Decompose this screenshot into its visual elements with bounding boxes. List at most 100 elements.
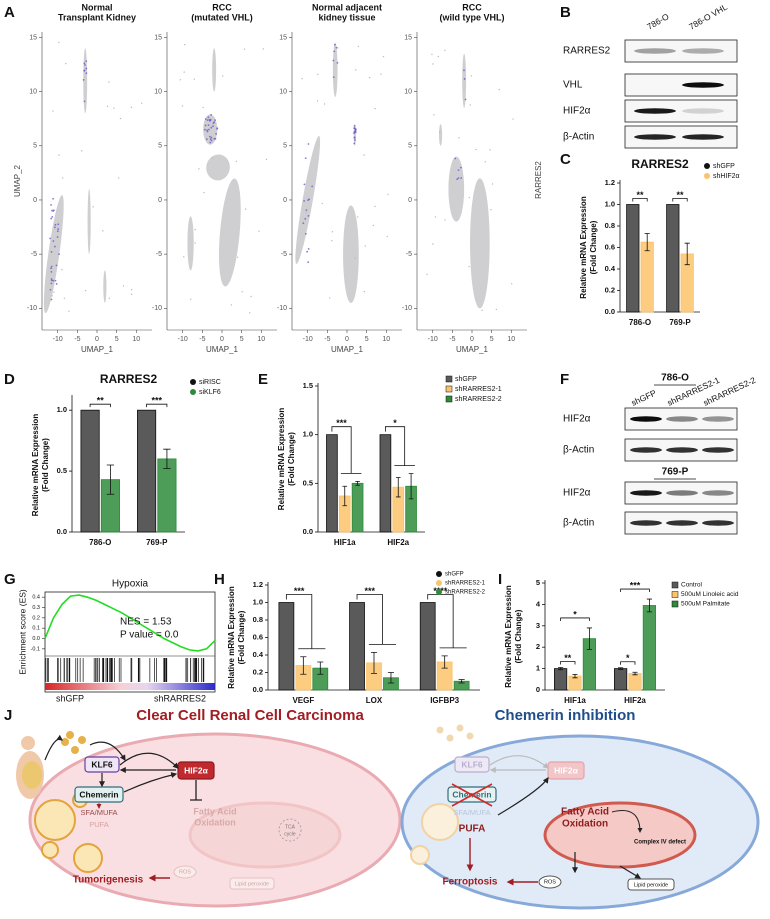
- plot-title: Transplant Kidney: [58, 12, 136, 22]
- ros-bubble: [538, 875, 562, 889]
- node-label: PUFA: [459, 824, 486, 835]
- expressing-cell: [353, 131, 356, 134]
- cell-cluster: [187, 216, 194, 271]
- node-label: Fatty Acid: [561, 807, 609, 818]
- expressing-cell: [50, 298, 53, 301]
- panel-letter: A: [4, 4, 15, 21]
- y-tick-label: -10: [27, 305, 37, 312]
- y-tick-label: 1.5: [303, 381, 313, 390]
- legend-swatch: [190, 379, 196, 385]
- cell: [498, 88, 500, 91]
- legend-swatch: [704, 163, 710, 169]
- arrow: [119, 752, 179, 769]
- x-tick-label: -5: [199, 336, 205, 343]
- expressing-cell: [84, 64, 86, 66]
- arrow: [497, 777, 549, 816]
- expressing-cell: [83, 62, 86, 65]
- significance-bracket: [672, 198, 688, 202]
- cell: [489, 149, 491, 151]
- y-tick-label: 0.2: [32, 615, 40, 621]
- node-label: TCA: [285, 824, 296, 830]
- cell: [193, 78, 195, 80]
- blot-band: [634, 134, 676, 140]
- cell: [183, 71, 185, 73]
- error-bar: [618, 667, 624, 670]
- expressing-cell: [82, 79, 85, 81]
- expressing-cell: [204, 118, 207, 120]
- bar: [278, 602, 295, 691]
- phenotype-label: shRARRES2: [154, 693, 206, 703]
- cell: [468, 196, 470, 199]
- cell: [236, 256, 239, 258]
- expressing-cell: [54, 223, 57, 226]
- x-tick-label: -10: [53, 336, 63, 343]
- lipid-box: [229, 877, 275, 890]
- blot-band: [682, 108, 724, 114]
- tca-cycle: [278, 818, 302, 842]
- cell-cluster: [332, 42, 338, 98]
- legend-swatch: [671, 600, 679, 608]
- y-tick-label: 0.1: [32, 626, 40, 632]
- expressing-cell: [332, 76, 335, 79]
- cell: [469, 104, 471, 106]
- expressing-cell: [56, 236, 59, 238]
- cell: [244, 208, 247, 210]
- lipid-droplet: [73, 843, 103, 873]
- panel-letter: C: [560, 151, 571, 168]
- cell: [431, 53, 433, 56]
- significance-bracket: [385, 426, 415, 466]
- node-label: KLF6: [461, 759, 483, 769]
- node-label: Lipid peroxide: [235, 881, 269, 887]
- error-bar: [387, 672, 395, 684]
- y-tick-label: 1.2: [605, 178, 615, 187]
- y-tick-label: 0.0: [32, 636, 40, 642]
- rank-gradient: [45, 683, 215, 690]
- node-box: [547, 761, 585, 780]
- cell: [102, 230, 104, 232]
- y-tick-label: 10: [279, 88, 287, 95]
- expressing-cell: [307, 215, 310, 217]
- fat-droplet: [446, 734, 454, 742]
- blot-band: [630, 490, 662, 496]
- fat-droplet: [466, 732, 474, 740]
- significance-bracket: [331, 426, 362, 474]
- cell: [250, 295, 252, 298]
- y-tick-label: 15: [154, 34, 162, 41]
- error-bar: [317, 661, 324, 675]
- cell: [258, 230, 260, 232]
- expressing-cell: [205, 138, 208, 141]
- legend-swatch: [436, 580, 442, 586]
- y-tick-label: 0: [408, 197, 412, 204]
- node-label: Oxidation: [562, 819, 608, 830]
- lipid-droplet: [421, 803, 459, 841]
- cell: [58, 154, 60, 156]
- bar: [80, 409, 100, 533]
- expressing-cell: [213, 121, 216, 124]
- cell: [372, 224, 374, 227]
- expressing-cell: [209, 141, 212, 144]
- x-tick-label: VEGF: [292, 696, 314, 705]
- legend-swatch: [436, 589, 442, 595]
- fat-droplet: [456, 724, 464, 732]
- expressing-cell: [333, 50, 336, 53]
- lane-label: 786-O: [645, 11, 671, 32]
- bar: [554, 668, 568, 691]
- expressing-cell: [50, 279, 53, 282]
- bar: [626, 204, 640, 313]
- arrow: [489, 755, 549, 769]
- expressing-cell: [353, 125, 356, 127]
- y-tick-label: 10: [154, 88, 162, 95]
- expressing-cell: [456, 178, 459, 181]
- lipid-droplet: [34, 799, 76, 841]
- inhibit: [190, 780, 202, 801]
- cell: [181, 105, 184, 107]
- blot-band: [682, 134, 724, 140]
- y-tick-label: 15: [29, 34, 37, 41]
- expressing-cell: [85, 72, 88, 75]
- expressing-cell: [457, 169, 460, 172]
- cell: [61, 269, 63, 271]
- bar: [666, 204, 680, 313]
- chart-title: RARRES2: [100, 372, 158, 386]
- cell: [53, 291, 55, 293]
